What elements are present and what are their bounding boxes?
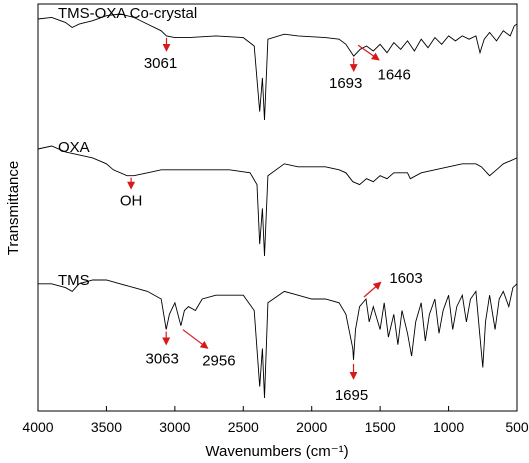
labels-group: TMS-OXA Co-crystal 3061 1693 1646 OXA OH TMS 30… (58, 5, 423, 404)
x-axis-ticks: 4000 3500 3000 2500 2000 1500 1000 500 (22, 406, 529, 435)
x-tick-label: 1000 (433, 419, 464, 435)
x-tick-label: 4000 (22, 419, 53, 435)
y-axis-label: Transmittance (5, 161, 22, 255)
annotation-label: 1695 (335, 387, 368, 404)
x-tick-label: 500 (505, 419, 529, 435)
plot-frame (37, 3, 518, 412)
series-line-1 (37, 145, 518, 257)
x-tick-label: 1500 (365, 419, 396, 435)
series-label: TMS (58, 272, 90, 289)
x-tick-label: 3500 (91, 419, 122, 435)
series-group (37, 13, 518, 399)
x-tick-label: 2500 (228, 419, 259, 435)
series-label: OXA (58, 139, 90, 156)
annotation-label: 1693 (329, 75, 362, 92)
annotation-label: 3061 (144, 55, 177, 72)
series-line-0 (37, 13, 518, 121)
annotation-label: OH (120, 193, 143, 210)
x-tick-label: 2000 (296, 419, 327, 435)
series-line-2 (38, 279, 518, 399)
annotation-label: 3063 (146, 351, 179, 368)
x-axis-label: Wavenumbers (cm⁻¹) (205, 443, 348, 460)
annotation-label: 1603 (389, 270, 422, 287)
annotation-label: 2956 (202, 353, 235, 370)
x-tick-label: 3000 (159, 419, 190, 435)
series-label: TMS-OXA Co-crystal (58, 5, 197, 22)
annotation-arrow (182, 329, 209, 349)
annotation-arrow (357, 44, 380, 61)
annotation-arrow (363, 281, 382, 298)
annotation-label: 1646 (378, 66, 411, 83)
